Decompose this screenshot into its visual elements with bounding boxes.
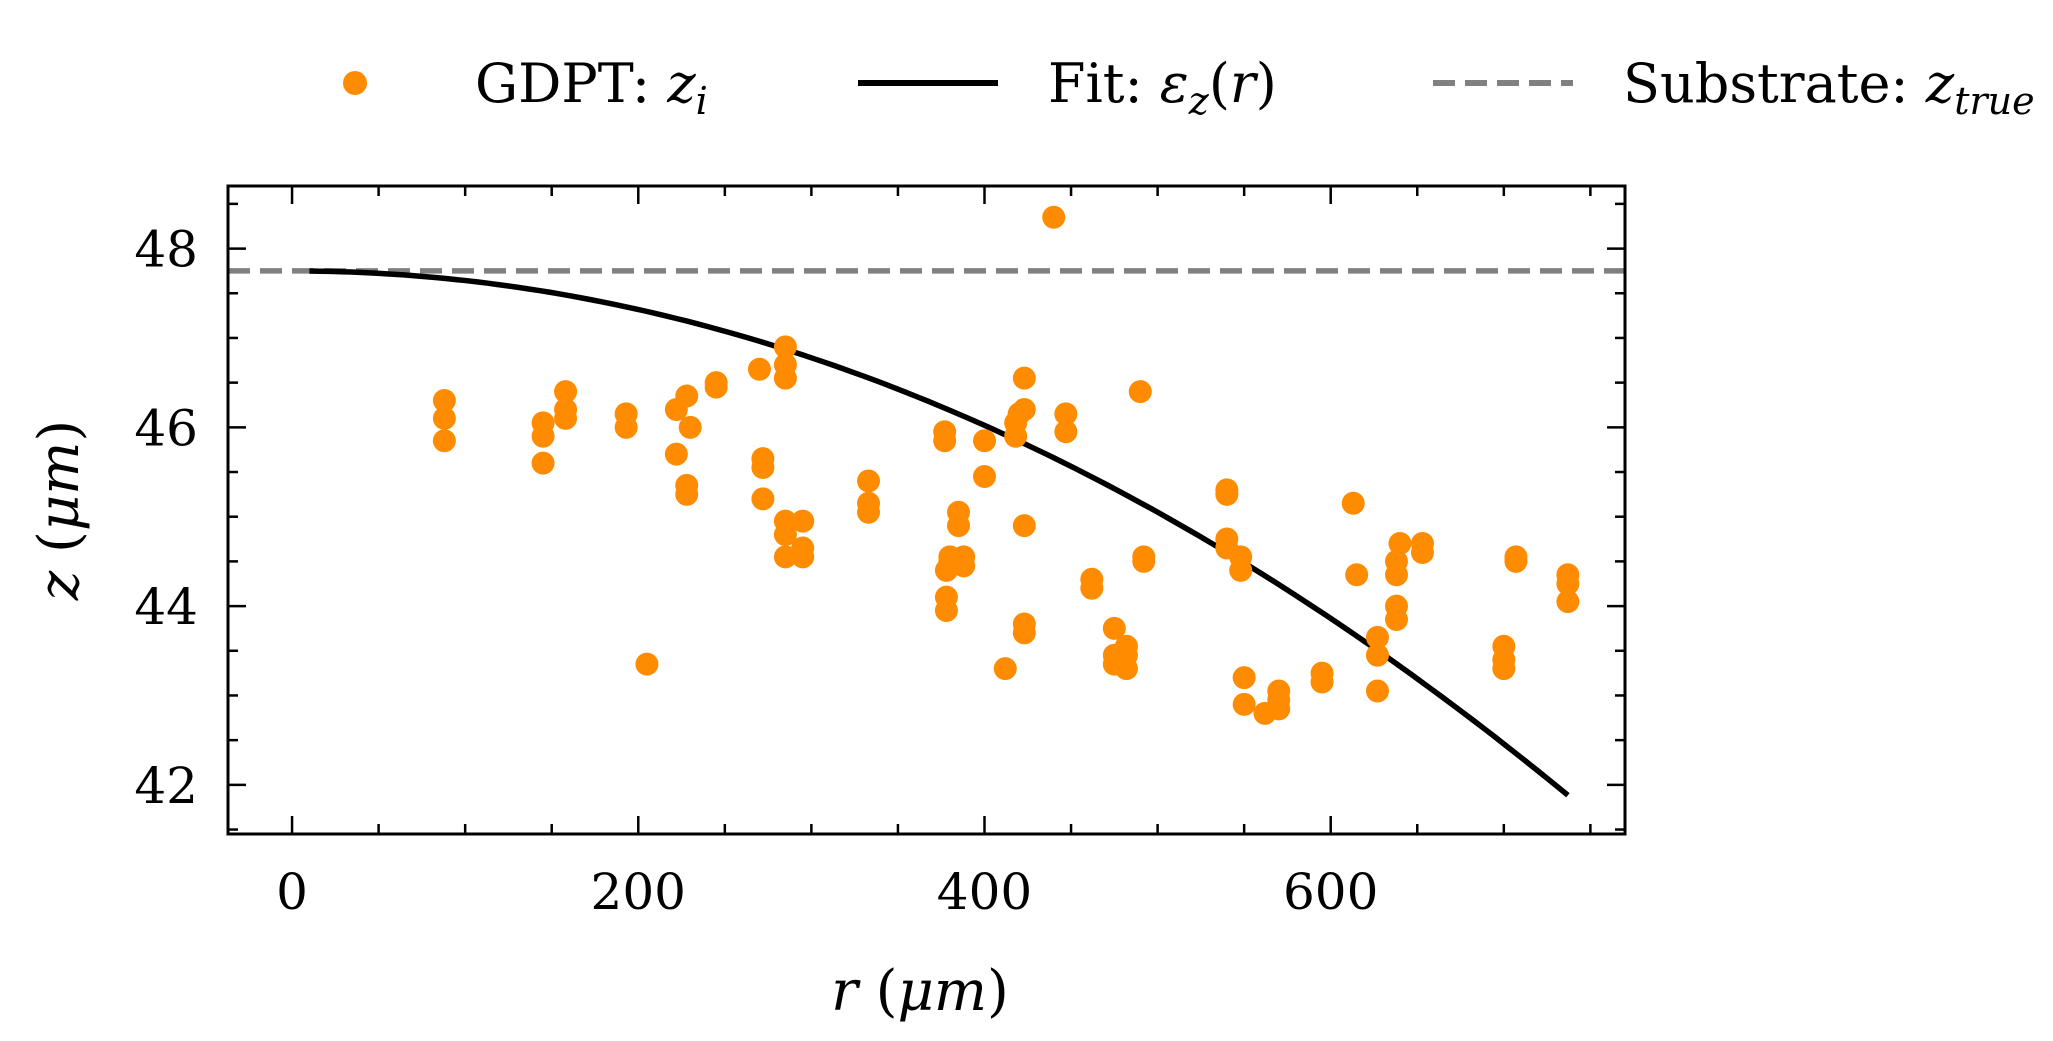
data-point [531,424,555,448]
data-point [1229,558,1253,582]
y-tick-label: 42 [134,757,198,815]
legend-label-substrate: Substrate: ztrue [1623,52,2035,123]
legend-marker-gdpt [343,71,367,95]
data-point [1054,402,1078,426]
data-point [1365,625,1389,649]
data-point [934,599,958,623]
data-point [614,415,638,439]
data-point [952,554,976,578]
data-point [972,429,996,453]
data-point [751,456,775,480]
data-point [1556,590,1580,614]
data-point [947,514,971,538]
legend-entry-substrate: Substrate: ztrue [1433,52,2035,123]
fit-curve [309,268,1570,798]
x-tick-label: 600 [1283,863,1378,921]
data-point [1012,621,1036,645]
data-point [1012,514,1036,538]
data-point [791,509,815,533]
data-point [1080,576,1104,600]
data-point [773,366,797,390]
data-point [1102,616,1126,640]
data-point [1492,657,1516,681]
data-point [773,523,797,547]
data-point [1365,643,1389,667]
data-point [1012,366,1036,390]
data-point [1232,692,1256,716]
data-point [1384,563,1408,587]
data-point [773,545,797,569]
data-point [432,389,456,413]
data-point [635,652,659,676]
data-point [531,451,555,475]
data-point [664,442,688,466]
data-point [1215,482,1239,506]
data-point [554,406,578,430]
legend-label-fit: Fit: εz(r) [1048,52,1277,123]
y-axis-label: z (μm) [27,420,92,602]
data-point [554,380,578,404]
data-point [432,406,456,430]
data-point [1556,572,1580,596]
y-tick-label: 46 [134,399,198,457]
data-point [704,375,728,399]
data-point [1341,491,1365,515]
legend-entry-fit: Fit: εz(r) [858,52,1277,123]
data-point [1132,549,1156,573]
data-point [1388,532,1412,556]
data-point [1232,666,1256,690]
data-point [1128,380,1152,404]
plot-frame [226,184,1627,836]
data-point [1384,607,1408,631]
data-point [678,415,702,439]
legend: GDPT: zi Fit: εz(r) Substrate: ztrue [343,52,2035,123]
data-point [1012,397,1036,421]
data-point [432,429,456,453]
data-point [1345,563,1369,587]
data-point [857,469,881,493]
x-axis-label: r (μm) [831,959,1009,1024]
x-tick-label: 200 [591,863,686,921]
plot-area: 0 200 400 600 42 44 46 48 [134,184,1627,921]
data-point [933,429,957,453]
data-point [1004,424,1028,448]
x-tick-label: 400 [937,863,1032,921]
data-point [747,357,771,381]
legend-label-gdpt: GDPT: zi [475,52,708,123]
data-point [1410,540,1434,564]
data-point [1504,549,1528,573]
data-point [1114,657,1138,681]
data-point [1267,697,1291,721]
data-point [993,657,1017,681]
data-point [1365,679,1389,703]
data-point [1054,420,1078,444]
data-point [857,500,881,524]
x-tick-label: 0 [276,863,308,921]
data-layer [228,205,1625,798]
data-point [675,384,699,408]
data-point [675,482,699,506]
data-point [1042,205,1066,229]
data-point [972,464,996,488]
data-point [751,487,775,511]
legend-entry-gdpt: GDPT: zi [343,52,708,123]
data-point [1310,670,1334,694]
y-tick-label: 48 [134,221,198,279]
y-tick-label: 44 [134,578,198,636]
data-point [791,545,815,569]
data-point [773,335,797,359]
